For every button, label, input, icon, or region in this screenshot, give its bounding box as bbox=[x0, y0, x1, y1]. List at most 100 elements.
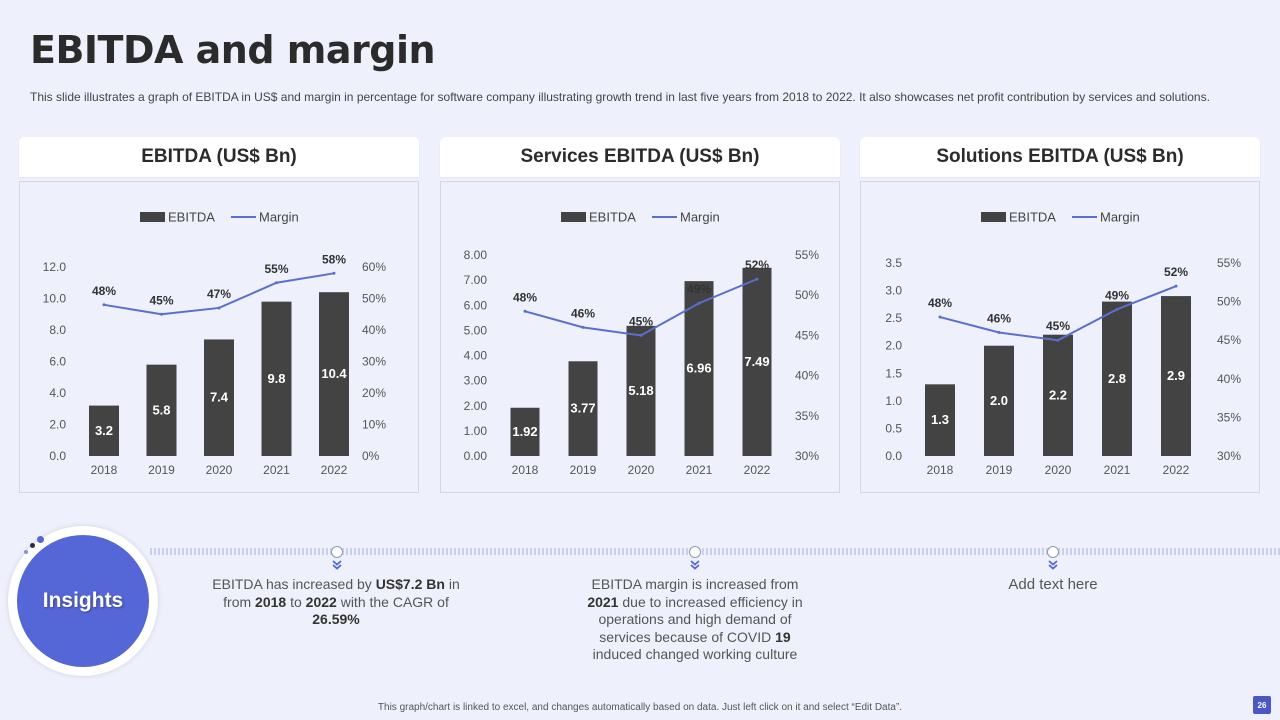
margin-value-label: 46% bbox=[987, 311, 1011, 325]
y2-tick-label: 50% bbox=[362, 292, 386, 306]
y-tick-label: 1.5 bbox=[885, 366, 902, 380]
x-tick-label: 2019 bbox=[148, 463, 175, 477]
bar-value-label: 10.4 bbox=[321, 366, 347, 381]
margin-value-label: 45% bbox=[629, 314, 653, 328]
bar-value-label: 1.3 bbox=[931, 412, 949, 427]
margin-point bbox=[275, 281, 278, 285]
legend-label-ebitda: EBITDA bbox=[168, 210, 215, 225]
footer-note: This graph/chart is linked to excel, and… bbox=[377, 702, 903, 713]
x-tick-label: 2018 bbox=[91, 463, 118, 477]
bar bbox=[261, 301, 292, 456]
margin-point bbox=[1174, 284, 1178, 288]
bar-value-label: 7.49 bbox=[744, 354, 769, 369]
y2-tick-label: 55% bbox=[1217, 256, 1241, 270]
chart-ebitda[interactable]: EBITDA Margin 0.0 2.0 4.0 6.0 8.0 10.0 12.0 0% 10%… bbox=[19, 181, 419, 493]
bar bbox=[146, 364, 177, 456]
y2-tick-label: 60% bbox=[362, 260, 386, 274]
insight-text-1: EBITDA has increased by US$7.2 Bn in fro… bbox=[212, 576, 460, 627]
margin-value-label: 48% bbox=[928, 296, 952, 310]
y-tick-label: 2.0 bbox=[885, 339, 902, 353]
bar-value-label: 3.77 bbox=[570, 401, 595, 416]
bar bbox=[568, 361, 598, 456]
margin-value-label: 45% bbox=[1046, 319, 1070, 333]
page-title: EBITDA and margin bbox=[30, 28, 436, 72]
bar bbox=[626, 325, 656, 456]
bar bbox=[319, 292, 349, 456]
margin-value-label: 45% bbox=[149, 293, 173, 307]
bar bbox=[925, 384, 955, 456]
decor-dot bbox=[37, 536, 44, 543]
legend-label-ebitda: EBITDA bbox=[589, 210, 636, 225]
y-tick-label: 0.5 bbox=[885, 421, 902, 435]
y2-tick-label: 30% bbox=[1217, 449, 1241, 463]
timeline-marker bbox=[331, 546, 343, 558]
margin-value-label: 48% bbox=[92, 284, 116, 298]
x-tick-label: 2021 bbox=[263, 463, 290, 477]
chart-services[interactable]: EBITDA Margin 0.00 1.00 2.00 3.00 4.00 5.00 6.00… bbox=[440, 181, 840, 493]
y-tick-label: 3.5 bbox=[885, 256, 902, 270]
y-tick-label: 3.00 bbox=[464, 374, 488, 388]
margin-point bbox=[755, 277, 759, 281]
y2-tick-label: 55% bbox=[795, 248, 819, 262]
y-tick-label: 8.00 bbox=[464, 248, 488, 262]
margin-value-label: 58% bbox=[322, 252, 346, 266]
bar-value-label: 2.2 bbox=[1049, 387, 1067, 402]
legend-swatch-ebitda bbox=[140, 212, 165, 222]
y2-tick-label: 45% bbox=[795, 328, 819, 342]
y-tick-label: 1.0 bbox=[885, 394, 902, 408]
margin-point bbox=[332, 271, 336, 275]
legend-label-margin: Margin bbox=[1100, 210, 1140, 225]
y2-tick-label: 45% bbox=[1217, 333, 1241, 347]
x-tick-label: 2022 bbox=[744, 463, 771, 477]
y-tick-label: 3.0 bbox=[885, 284, 902, 298]
y-tick-label: 0.00 bbox=[464, 449, 488, 463]
bar bbox=[1161, 296, 1191, 456]
decor-dot bbox=[30, 543, 35, 548]
bar bbox=[684, 281, 714, 456]
legend-swatch-ebitda bbox=[561, 212, 586, 222]
x-tick-label: 2021 bbox=[1104, 463, 1131, 477]
x-tick-label: 2019 bbox=[570, 463, 597, 477]
margin-value-label: 52% bbox=[745, 258, 769, 272]
legend-label-margin: Margin bbox=[259, 210, 299, 225]
chart-title-ebitda: EBITDA (US$ Bn) bbox=[19, 137, 419, 177]
margin-point bbox=[102, 303, 106, 307]
margin-point bbox=[1056, 338, 1060, 342]
timeline-marker bbox=[1047, 546, 1059, 558]
margin-value-label: 49% bbox=[687, 282, 711, 296]
bar bbox=[742, 267, 772, 456]
margin-value-label: 49% bbox=[1105, 288, 1129, 302]
bar bbox=[984, 345, 1014, 456]
x-tick-label: 2020 bbox=[628, 463, 655, 477]
legend-label-ebitda: EBITDA bbox=[1009, 210, 1056, 225]
y2-tick-label: 35% bbox=[795, 409, 819, 423]
page-subtitle: This slide illustrates a graph of EBITDA… bbox=[30, 90, 1210, 104]
timeline-bar bbox=[150, 548, 1280, 555]
margin-value-label: 55% bbox=[264, 262, 288, 276]
margin-point bbox=[938, 315, 942, 319]
bar-value-label: 5.18 bbox=[628, 383, 653, 398]
legend-label-margin: Margin bbox=[680, 210, 720, 225]
bar-value-label: 9.8 bbox=[267, 371, 285, 386]
y-tick-label: 2.5 bbox=[885, 311, 902, 325]
y-tick-label: 0.0 bbox=[49, 449, 66, 463]
y2-tick-label: 40% bbox=[795, 369, 819, 383]
bar-value-label: 2.8 bbox=[1108, 371, 1126, 386]
bar bbox=[1043, 334, 1073, 456]
bar bbox=[204, 339, 234, 456]
x-tick-label: 2018 bbox=[927, 463, 954, 477]
y-tick-label: 12.0 bbox=[43, 260, 67, 274]
insight-text-3[interactable]: Add text here bbox=[1008, 576, 1098, 593]
chart-title-services: Services EBITDA (US$ Bn) bbox=[440, 137, 840, 177]
bar-value-label: 6.96 bbox=[686, 361, 711, 376]
x-tick-label: 2020 bbox=[1045, 463, 1072, 477]
margin-point bbox=[639, 333, 643, 337]
y2-tick-label: 35% bbox=[1217, 410, 1241, 424]
chart-svg-services: EBITDA Margin 0.00 1.00 2.00 3.00 4.00 5.00 6.00… bbox=[464, 210, 820, 478]
chart-solutions[interactable]: EBITDA Margin 0.0 0.5 1.0 1.5 2.0 2.5 3.0 3.5 30% 3… bbox=[860, 181, 1260, 493]
y2-tick-label: 10% bbox=[362, 418, 386, 432]
y2-tick-label: 50% bbox=[795, 288, 819, 302]
bar-value-label: 2.9 bbox=[1167, 368, 1185, 383]
chevron-down-icon bbox=[1048, 560, 1058, 570]
y2-tick-label: 0% bbox=[362, 449, 380, 463]
